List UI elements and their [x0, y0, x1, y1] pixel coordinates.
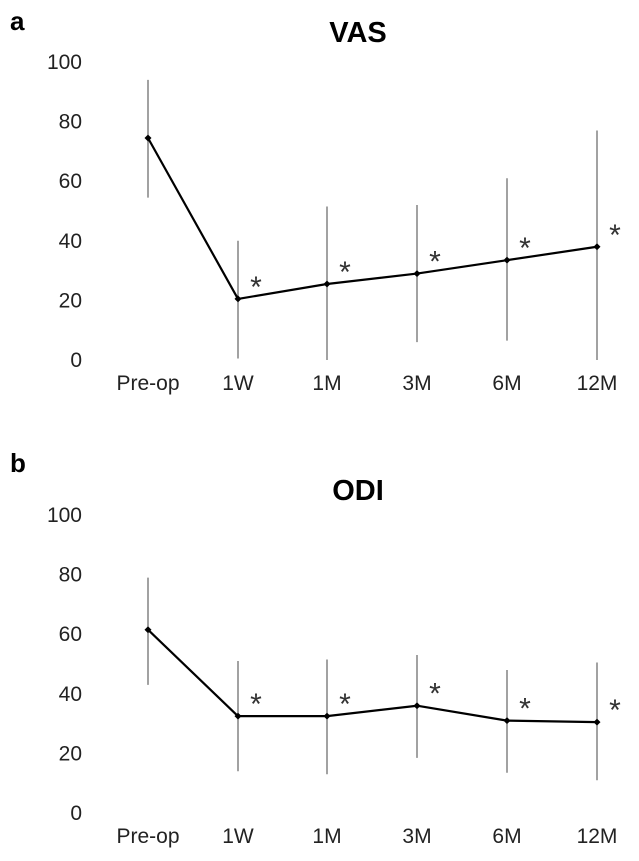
data-point [323, 280, 331, 288]
data-point [593, 718, 601, 726]
y-tick-label: 60 [59, 170, 82, 193]
data-point [323, 712, 331, 720]
data-point [413, 702, 421, 710]
y-tick-label: 60 [59, 623, 82, 646]
data-point [503, 256, 511, 264]
y-tick-label: 0 [70, 802, 82, 825]
data-point [144, 626, 152, 634]
significance-mark: * [429, 678, 441, 711]
panel-letter: b [10, 448, 26, 478]
x-tick-label: 1W [222, 372, 254, 395]
x-tick-label: 1M [312, 372, 341, 395]
y-tick-label: 100 [47, 504, 82, 527]
x-tick-label: 6M [492, 825, 521, 848]
x-tick-label: Pre-op [116, 825, 179, 848]
significance-mark: * [519, 232, 531, 265]
significance-mark: * [609, 219, 621, 252]
data-point [593, 243, 601, 251]
significance-mark: * [339, 688, 351, 721]
significance-mark: * [519, 693, 531, 726]
significance-mark: * [250, 688, 262, 721]
significance-mark: * [250, 271, 262, 304]
x-tick-label: 3M [402, 372, 431, 395]
x-tick-label: 3M [402, 825, 431, 848]
panel-letter: a [10, 6, 25, 36]
series-line [147, 137, 598, 301]
chart-title: ODI [332, 475, 384, 507]
y-tick-label: 20 [59, 289, 82, 312]
y-tick-label: 20 [59, 742, 82, 765]
significance-mark: * [429, 246, 441, 279]
data-point [503, 717, 511, 725]
x-tick-label: 12M [577, 372, 618, 395]
y-tick-label: 40 [59, 683, 82, 706]
series-line [147, 628, 598, 724]
y-tick-label: 40 [59, 230, 82, 253]
data-point [144, 134, 152, 142]
y-tick-label: 100 [47, 51, 82, 74]
y-tick-label: 80 [59, 564, 82, 587]
x-tick-label: 12M [577, 825, 618, 848]
data-point [413, 270, 421, 278]
significance-mark: * [339, 256, 351, 289]
x-tick-label: 1W [222, 825, 254, 848]
x-tick-label: Pre-op [116, 372, 179, 395]
data-point [234, 295, 242, 303]
y-tick-label: 0 [70, 349, 82, 372]
y-tick-label: 80 [59, 111, 82, 134]
chart-title: VAS [329, 17, 386, 49]
significance-mark: * [609, 694, 621, 727]
x-tick-label: 1M [312, 825, 341, 848]
data-point [234, 712, 242, 720]
x-tick-label: 6M [492, 372, 521, 395]
